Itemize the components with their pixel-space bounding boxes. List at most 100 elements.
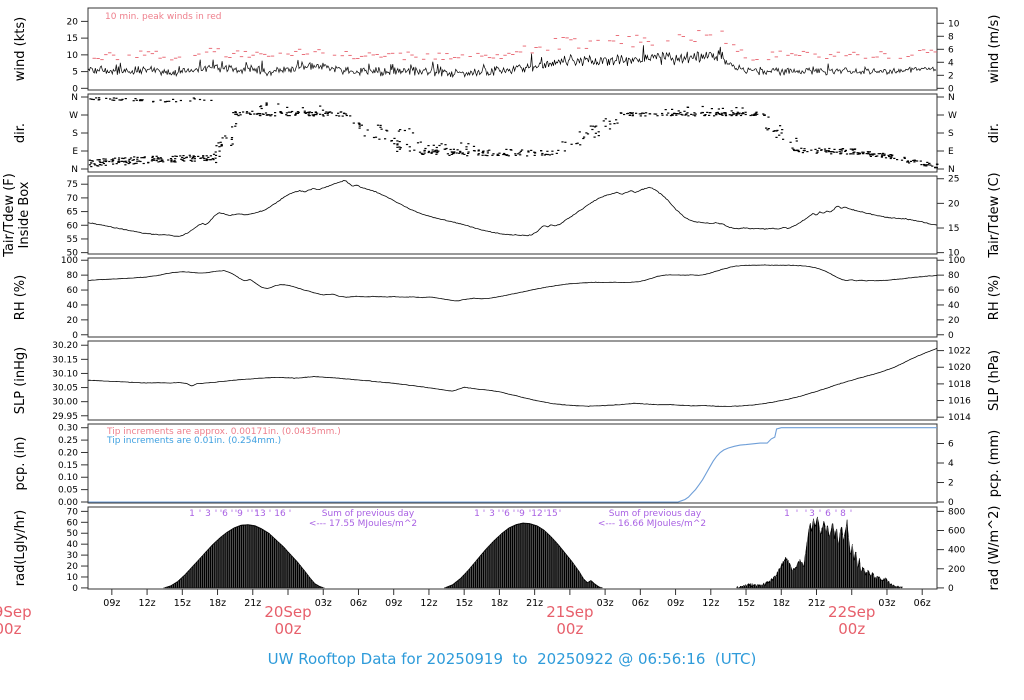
- tick-label: E: [948, 147, 954, 157]
- x-tick-label: 15z: [737, 598, 754, 609]
- tick-label: 50: [67, 529, 79, 539]
- rad-hump-day1: [163, 524, 325, 589]
- tick-label: 60: [67, 221, 79, 231]
- rad-sum-annotation: Sum of previous day: [609, 509, 702, 519]
- rad-cumulative-mark: ': [513, 509, 515, 519]
- tick-label: 1018: [948, 380, 971, 390]
- tick-label: 40: [67, 301, 79, 311]
- x-tick-label: 03z: [597, 598, 614, 609]
- tick-label: E: [72, 147, 78, 157]
- tick-label: 0: [72, 331, 78, 341]
- rad-sum-annotation: Sum of previous day: [322, 509, 415, 519]
- tick-label: 55: [67, 235, 78, 245]
- x-midnight-label: 00z: [556, 620, 583, 638]
- wind-peak-note: 10 min. peak winds in red: [105, 12, 222, 22]
- tick-label: 2: [948, 71, 954, 81]
- axis-title-left-temp: Inside Box: [17, 181, 32, 248]
- tick-label: 2: [948, 479, 954, 489]
- rad-cumulative-mark: 3: [489, 509, 495, 519]
- axis-title-right-rh: RH (%): [987, 275, 1002, 320]
- rad-cumulative-mark: 9: [519, 509, 525, 519]
- slp-line: [88, 348, 937, 407]
- rad-cumulative-mark: 3: [205, 509, 211, 519]
- x-date-label: 20Sep: [264, 603, 311, 621]
- tick-label: 20: [67, 316, 79, 326]
- tick-label: 30.15: [52, 355, 78, 365]
- rad-cumulative-mark: ': [835, 509, 837, 519]
- rad-cumulative-mark: ': [231, 509, 233, 519]
- axis-title-left-rad: rad(Lgly/hr): [13, 510, 28, 586]
- x-tick-label: 03z: [315, 598, 332, 609]
- tick-label: 30.00: [52, 398, 78, 408]
- tick-label: 80: [67, 271, 79, 281]
- tick-label: 1014: [948, 413, 971, 423]
- rad-sum-annotation: <--- 16.66 MJoules/m^2: [598, 519, 706, 529]
- rad-cumulative-mark: ': [215, 509, 217, 519]
- rad-cumulative-mark: ': [819, 509, 821, 519]
- tick-label: 0: [948, 331, 954, 341]
- rad-cumulative-mark: 3: [809, 509, 815, 519]
- tick-label: 40: [948, 301, 960, 311]
- rad-cumulative-mark: ': [483, 509, 485, 519]
- tick-label: 10: [948, 249, 960, 259]
- tick-label: 70: [67, 194, 79, 204]
- tick-label: N: [71, 93, 78, 103]
- tick-label: 0: [948, 84, 954, 94]
- tip-increment-note-red: Tip increments are approx. 0.00171in. (0…: [106, 427, 341, 437]
- rad-cumulative-mark: 1: [784, 509, 790, 519]
- tick-label: 20: [67, 17, 79, 27]
- axis-title-right-pcp: pcp. (mm): [987, 430, 1002, 497]
- tick-label: N: [948, 93, 955, 103]
- wind-series: [88, 45, 937, 78]
- tick-label: 75: [67, 180, 78, 190]
- rad-cumulative-mark: ': [850, 509, 852, 519]
- rad-cumulative-mark: ': [502, 509, 504, 519]
- axis-title-left-wind: wind (kts): [13, 17, 28, 81]
- rad-cumulative-mark: ': [235, 509, 237, 519]
- rad-cumulative-mark: 9: [237, 509, 243, 519]
- rad-cumulative-mark: 15: [546, 509, 557, 519]
- tick-label: 6: [948, 45, 954, 55]
- tick-label: 1022: [948, 347, 971, 357]
- tick-label: 25: [948, 175, 959, 185]
- x-date-label: 19Sep: [0, 603, 32, 621]
- x-tick-label: 18z: [209, 598, 226, 609]
- axis-title-left-pcp: pcp. (in): [13, 437, 28, 491]
- tick-label: 0.15: [58, 461, 78, 471]
- x-tick-label: 21z: [526, 598, 543, 609]
- rad-cumulative-mark: ': [269, 509, 271, 519]
- x-tick-label: 12z: [420, 598, 437, 609]
- tick-label: 20: [67, 562, 79, 572]
- panel-frame-dir: [87, 93, 938, 173]
- rad-cumulative-mark: ': [247, 509, 249, 519]
- x-tick-label: 18z: [491, 598, 508, 609]
- axis-title-right-wind: wind (m/s): [987, 15, 1002, 84]
- rad-cumulative-mark: ': [544, 509, 546, 519]
- rad-cumulative-mark: ': [805, 509, 807, 519]
- x-tick-label: 21z: [808, 598, 825, 609]
- axis-title-right-dir: dir.: [987, 123, 1002, 143]
- direction-scatter: [88, 97, 939, 169]
- tick-label: 400: [948, 546, 965, 556]
- axis-title-right-rad: rad (W/m^2): [987, 506, 1002, 591]
- rad-hump-day2: [444, 522, 603, 589]
- tick-label: 800: [948, 507, 965, 517]
- tick-label: 600: [948, 527, 965, 537]
- temp-line: [88, 180, 937, 237]
- panel-frame-temp: [87, 175, 938, 255]
- x-tick-label: 18z: [773, 598, 790, 609]
- x-tick-label: 06z: [350, 598, 367, 609]
- tick-label: 70: [67, 507, 79, 517]
- tick-label: S: [948, 129, 954, 139]
- wind-line: [88, 45, 937, 78]
- tick-label: 10: [67, 51, 79, 61]
- tick-label: 0: [72, 584, 78, 594]
- axis-title-right-slp: SLP (hPa): [987, 350, 1002, 411]
- tick-label: 0: [72, 84, 78, 94]
- x-tick-label: 09z: [385, 598, 402, 609]
- x-date-label: 22Sep: [828, 603, 875, 621]
- tick-label: 0.00: [58, 498, 78, 508]
- tick-label: N: [71, 165, 78, 175]
- rad-cumulative-mark: 6: [504, 509, 510, 519]
